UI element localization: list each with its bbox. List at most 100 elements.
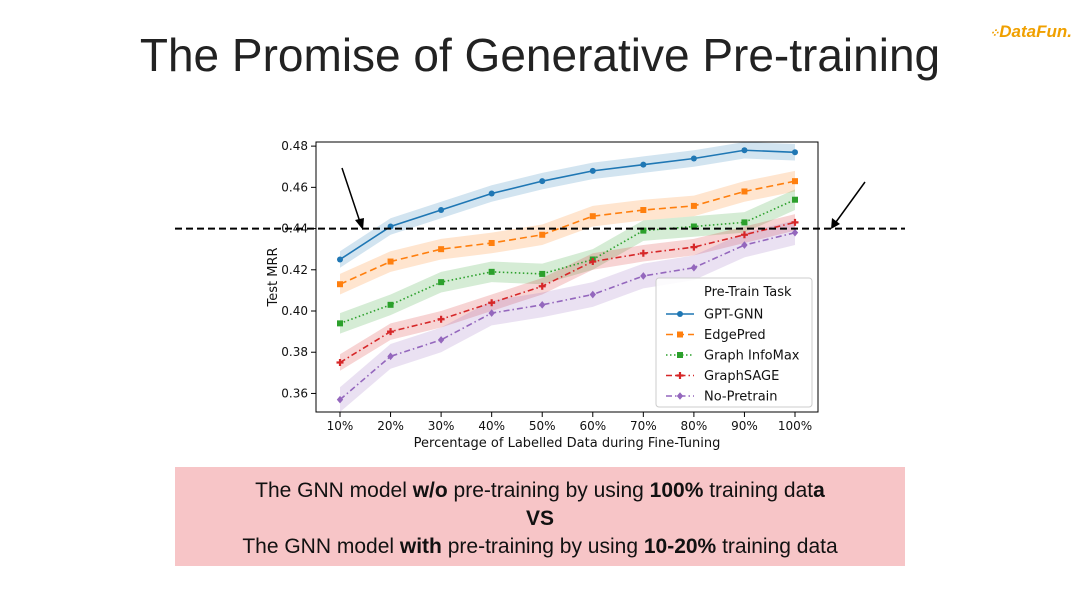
data-point <box>337 320 343 327</box>
legend-marker <box>677 311 683 317</box>
data-point <box>539 231 546 238</box>
x-tick-label: 60% <box>579 419 606 433</box>
data-point <box>589 213 596 220</box>
data-point <box>387 258 394 265</box>
data-point <box>387 328 395 336</box>
confidence-band <box>340 189 795 334</box>
arrow-left-icon <box>341 167 361 223</box>
series-line <box>339 180 796 285</box>
x-tick-label: 10% <box>327 419 354 433</box>
callout-emphasis: a <box>813 479 825 502</box>
data-point <box>741 219 748 226</box>
legend-label: GraphSAGE <box>704 369 779 384</box>
callout-line-1: The GNN model w/o pre-training by using … <box>175 479 905 503</box>
data-point <box>387 301 394 308</box>
data-point <box>438 207 445 214</box>
data-point <box>690 243 698 251</box>
data-point <box>488 268 495 275</box>
logo-dots-icon: ⁘ <box>989 25 999 40</box>
callout-text: pre-training by using <box>447 479 650 502</box>
data-point <box>337 281 343 288</box>
x-axis-label: Percentage of Labelled Data during Fine-… <box>414 436 721 451</box>
data-point <box>640 207 647 214</box>
x-tick-label: 20% <box>377 419 404 433</box>
data-point <box>740 231 748 239</box>
slide-title: The Promise of Generative Pre-training <box>139 29 941 81</box>
data-point <box>640 227 647 234</box>
callout-text: pre-training by using <box>441 535 644 558</box>
callout-line-2: VS <box>525 507 554 530</box>
arrow-left-icon <box>355 218 364 230</box>
legend-label: Graph InfoMax <box>704 349 800 364</box>
legend-label: No-Pretrain <box>704 390 778 405</box>
confidence-band <box>340 220 795 412</box>
y-tick-label: 0.46 <box>281 180 308 194</box>
data-point <box>690 223 697 230</box>
data-point <box>791 218 799 226</box>
data-point <box>589 258 597 266</box>
legend-title: Pre-Train Task <box>704 285 792 300</box>
callout-text: The GNN model <box>242 535 400 558</box>
series-line <box>339 221 796 364</box>
plot-frame <box>315 141 819 413</box>
data-point <box>538 282 546 290</box>
logo-text: DataFun. <box>999 22 1072 41</box>
callout-text: training data <box>716 535 838 558</box>
data-point <box>640 161 647 168</box>
legend-marker <box>677 331 683 338</box>
series-line <box>339 149 796 261</box>
x-tick-label: 30% <box>428 419 455 433</box>
data-point <box>690 155 697 162</box>
data-point <box>741 188 748 195</box>
callout-text: The GNN model <box>255 479 413 502</box>
data-point <box>791 228 799 237</box>
data-point <box>690 263 698 272</box>
callout-emphasis: with <box>399 535 442 558</box>
data-point <box>741 241 748 249</box>
data-point <box>792 149 798 156</box>
y-axis-label: Test MRR <box>266 247 281 307</box>
y-tick-label: 0.42 <box>281 263 308 277</box>
callout-box: The GNN model w/o pre-training by using … <box>175 467 905 566</box>
data-point <box>488 190 495 197</box>
data-point <box>792 196 798 203</box>
y-tick-label: 0.48 <box>281 139 308 153</box>
y-tick-label: 0.44 <box>281 222 308 236</box>
x-tick-label: 90% <box>731 419 758 433</box>
confidence-band <box>340 214 795 371</box>
x-tick-label: 100% <box>778 419 812 433</box>
data-point <box>336 359 344 367</box>
data-point <box>336 395 344 404</box>
data-point <box>639 249 647 257</box>
x-tick-label: 50% <box>529 419 556 433</box>
data-point <box>488 309 495 317</box>
data-point <box>640 272 647 280</box>
legend-label: EdgePred <box>704 328 766 343</box>
data-point <box>488 299 496 307</box>
x-tick-label: 40% <box>478 419 505 433</box>
data-point <box>387 352 394 361</box>
callout-text: training dat <box>703 479 814 502</box>
x-tick-label: 80% <box>681 419 708 433</box>
legend-marker <box>676 372 684 379</box>
chart: 0.36 0.38 0.40 0.42 0.44 0.46 0.48 10% 20% 30% 40%… <box>175 139 905 451</box>
data-point <box>792 178 798 185</box>
data-point <box>539 270 546 277</box>
y-tick-label: 0.38 <box>281 345 308 359</box>
confidence-band <box>340 142 795 268</box>
legend-marker <box>677 352 683 358</box>
data-point <box>539 178 546 185</box>
x-tick-label: 70% <box>630 419 657 433</box>
callout-emphasis: 100% <box>649 479 704 502</box>
callout-emphasis: 10-20% <box>643 535 717 558</box>
data-point <box>438 246 445 253</box>
data-point <box>437 336 445 344</box>
brand-logo: ⁘DataFun. <box>989 22 1072 42</box>
arrow-right-icon <box>831 218 840 229</box>
data-point <box>741 147 748 154</box>
legend-marker <box>676 392 684 400</box>
legend-label: GPT-GNN <box>704 308 763 323</box>
y-tick-label: 0.40 <box>281 304 308 318</box>
data-point <box>589 290 596 299</box>
data-point <box>437 315 445 323</box>
